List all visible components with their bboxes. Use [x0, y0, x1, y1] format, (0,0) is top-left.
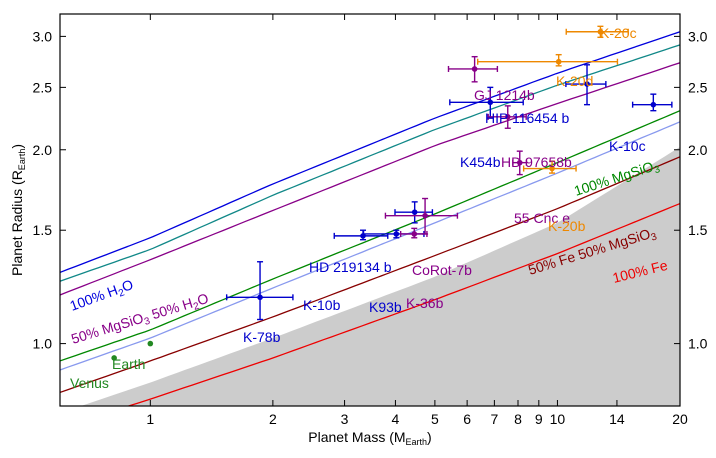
x-axis-title: Planet Mass (MEarth): [308, 429, 431, 447]
planet-label-1: Earth: [112, 356, 145, 372]
x-tick-label-5: 6: [463, 411, 471, 427]
y-tick-label-right-3: 2.5: [688, 79, 708, 95]
planet-label-3: K-10b: [303, 297, 341, 313]
planet-marker-10: [487, 99, 494, 106]
planet-point-11: [487, 105, 527, 129]
planet-label-4: K93b: [369, 299, 402, 315]
excluded-region-layer: [60, 147, 680, 406]
model-curve-2: [60, 62, 680, 296]
planet-marker-11: [504, 114, 511, 120]
x-tick-label-4: 5: [431, 411, 439, 427]
planet-marker-16: [597, 28, 604, 35]
x-tick-label-8: 9: [535, 411, 543, 427]
plot-area: [60, 25, 680, 406]
planet-marker-8: [516, 159, 523, 166]
x-tick-label-1: 2: [269, 411, 277, 427]
planets-layer: [111, 25, 673, 361]
x-tick-label-9: 10: [550, 411, 566, 427]
planet-point-12: [447, 55, 499, 83]
axis-ticks-layer: 1 2 3 4 5 6 7 8 9 10 14 20 1.0 1.0 1.5 1.5 2.0 2.0 2.5 2.5 3…: [33, 14, 708, 427]
planet-point-3: [333, 229, 389, 241]
planet-marker-2: [257, 294, 263, 301]
model-curve-4: [60, 121, 680, 371]
planet-label-15: K-20d: [556, 73, 593, 89]
x-tick-label-7: 8: [514, 411, 522, 427]
planet-point-10: [449, 86, 524, 119]
planet-point-0: [111, 355, 117, 361]
x-tick-label-3: 4: [392, 411, 400, 427]
planet-point-14: [631, 93, 673, 112]
y-tick-label-left-4: 3.0: [33, 28, 53, 44]
y-tick-label-left-2: 2.0: [33, 142, 53, 158]
planet-marker-5: [411, 231, 418, 237]
excluded-region: [60, 147, 680, 406]
model-curve-3: [60, 110, 680, 362]
planet-label-5: K-36b: [406, 295, 444, 311]
planet-label-2: K-78b: [243, 329, 281, 345]
x-tick-label-2: 3: [341, 411, 349, 427]
planet-point-15: [477, 53, 619, 67]
y-tick-label-left-3: 2.5: [33, 79, 53, 95]
y-tick-label-right-1: 1.5: [688, 222, 708, 238]
planet-label-13: HIP 116454 b: [485, 110, 570, 126]
y-axis-title: Planet Radius (REarth): [9, 144, 27, 276]
planet-marker-4: [393, 231, 400, 237]
model-curve-6: [126, 202, 680, 406]
planet-label-7: CoRot-7b: [412, 262, 472, 278]
planet-label-16: K-20c: [600, 25, 637, 41]
y-tick-label-left-1: 1.5: [33, 222, 53, 238]
x-tick-label-11: 20: [672, 411, 688, 427]
planet-point-9: [522, 160, 577, 174]
planet-point-16: [565, 25, 629, 39]
planet-point-5: [399, 227, 428, 239]
planet-marker-0: [111, 355, 117, 361]
planet-marker-9: [549, 165, 555, 172]
x-tick-label-10: 14: [609, 411, 625, 427]
planet-marker-12: [471, 66, 478, 72]
y-tick-label-right-2: 2.0: [688, 142, 708, 158]
x-tick-label-0: 1: [146, 411, 154, 427]
planet-label-0: Venus: [70, 375, 109, 391]
y-tick-label-left-0: 1.0: [33, 336, 53, 352]
planet-marker-6: [411, 209, 418, 215]
model-curve-5: [60, 156, 680, 394]
planet-label-12: GJ 1214b: [474, 87, 535, 103]
planet-label-9: K-20b: [548, 218, 586, 234]
planet-label-10: K454b: [460, 154, 501, 170]
planet-label-14: K-10c: [609, 138, 646, 154]
model-label-0: 100% H2O: [68, 276, 137, 317]
y-tick-label-right-0: 1.0: [688, 336, 708, 352]
planet-point-7: [384, 197, 459, 235]
planet-marker-15: [555, 58, 562, 65]
y-tick-label-right-4: 3.0: [688, 28, 708, 44]
planet-marker-7: [422, 212, 428, 219]
planet-point-1: [147, 340, 154, 347]
planet-point-6: [394, 201, 434, 224]
model-curve-0: [60, 31, 680, 274]
planet-label-11: HD 97658b: [501, 154, 572, 170]
planet-marker-1: [147, 340, 154, 347]
model-curves-layer: [60, 31, 680, 406]
planet-point-2: [225, 261, 294, 321]
planet-label-8: 55 Cnc e: [514, 210, 570, 226]
plot-frame: [59, 13, 681, 407]
planet-marker-13: [584, 81, 590, 87]
planet-point-8: [512, 150, 528, 176]
planet-label-6: HD 219134 b: [309, 259, 392, 275]
x-tick-label-6: 7: [490, 411, 498, 427]
planet-marker-14: [650, 101, 657, 108]
planet-point-13: [565, 64, 607, 106]
model-curve-1: [60, 44, 680, 282]
